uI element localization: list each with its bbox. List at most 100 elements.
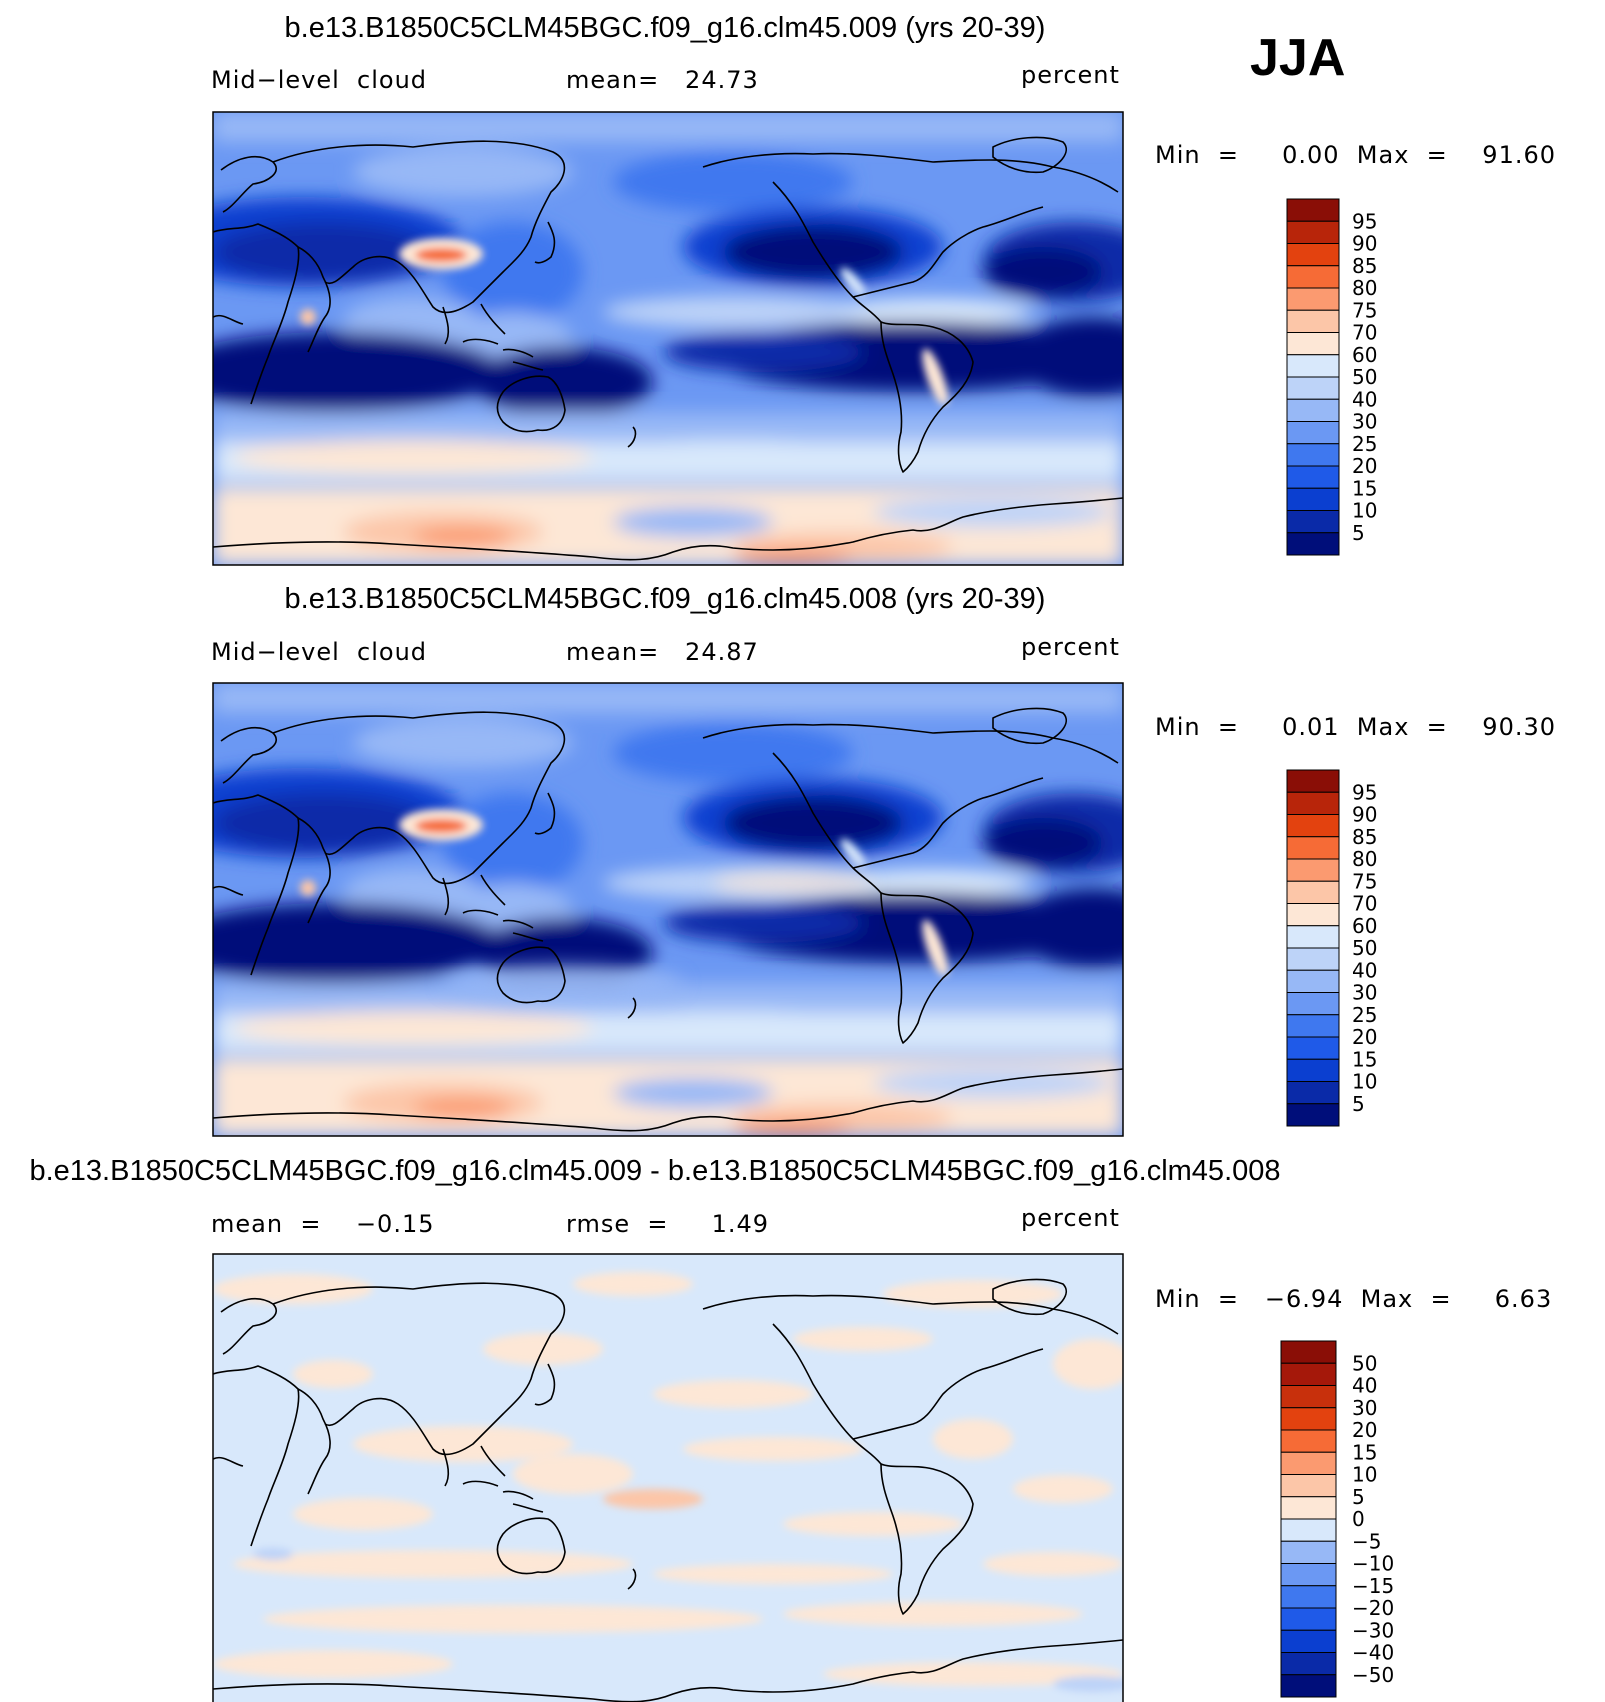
colorbar-3-swatch [1280, 1340, 1337, 1364]
colorbar-3-swatch [1280, 1474, 1337, 1498]
panel-3-minmax: Min = −6.94 Max = 6.63 [1155, 1285, 1553, 1313]
colorbar-1-tick-label: 5 [1352, 521, 1365, 545]
colorbar-1-swatch [1286, 309, 1340, 333]
colorbar-1-swatch [1286, 243, 1340, 267]
colorbar-2-tick-label: 60 [1352, 914, 1377, 938]
colorbar-2-swatch [1286, 836, 1340, 860]
colorbar-3-swatch [1280, 1429, 1337, 1453]
colorbar-3-tick-label: 20 [1352, 1418, 1377, 1442]
colorbar-2-swatch [1286, 992, 1340, 1016]
colorbar-1-tick-label: 50 [1352, 365, 1377, 389]
colorbar-2-swatch [1286, 1036, 1340, 1060]
colorbar-3-tick-label: 40 [1352, 1374, 1377, 1398]
colorbar-2-swatch [1286, 1103, 1340, 1127]
colorbar-2-swatch [1286, 925, 1340, 949]
colorbar-3-swatch [1280, 1674, 1337, 1698]
colorbar-2-swatch [1286, 1081, 1340, 1105]
colorbar-1-swatch [1286, 443, 1340, 467]
panel-2-units-label: percent [1021, 633, 1120, 661]
panel-1-map [212, 111, 1124, 566]
colorbar-2-tick-label: 5 [1352, 1092, 1365, 1116]
panel-1-units-label: percent [1021, 61, 1120, 89]
colorbar-3-swatch [1280, 1518, 1337, 1542]
colorbar-2-tick-label: 90 [1352, 803, 1377, 827]
colorbar-3-swatch [1280, 1407, 1337, 1431]
colorbar-3-tick-label: 15 [1352, 1440, 1377, 1464]
colorbar-1-swatch [1286, 532, 1340, 556]
panel-2-map [212, 682, 1124, 1137]
colorbar-1-tick-label: 95 [1352, 209, 1377, 233]
panel-2-minmax: Min = 0.01 Max = 90.30 [1155, 713, 1556, 741]
panel-3-mean-label: mean = −0.15 [211, 1210, 435, 1238]
panel-3-title: b.e13.B1850C5CLM45BGC.f09_g16.clm45.009 … [29, 1155, 1281, 1187]
colorbar-2-swatch [1286, 969, 1340, 993]
colorbar-3-tick-label: −20 [1352, 1596, 1394, 1620]
colorbar-3-tick-label: 30 [1352, 1396, 1377, 1420]
panel-1-mean-label: mean= 24.73 [566, 66, 759, 94]
colorbar-3-tick-label: −5 [1352, 1529, 1381, 1553]
colorbar-3-tick-label: −15 [1352, 1574, 1394, 1598]
colorbar-2-tick-label: 10 [1352, 1070, 1377, 1094]
panel-3-map [212, 1253, 1124, 1702]
colorbar-1-tick-label: 20 [1352, 454, 1377, 478]
panel-2-mean-label: mean= 24.87 [566, 638, 759, 666]
panel-1-variable-label: Mid−level cloud [211, 66, 428, 94]
colorbar-2-tick-label: 40 [1352, 958, 1377, 982]
colorbar-2-swatch [1286, 1014, 1340, 1038]
colorbar-1-tick-label: 30 [1352, 410, 1377, 434]
colorbar-2-tick-label: 75 [1352, 869, 1377, 893]
colorbar-2-tick-label: 25 [1352, 1003, 1377, 1027]
colorbar-1-swatch [1286, 376, 1340, 400]
colorbar-1-swatch [1286, 198, 1340, 222]
colorbar-1-swatch [1286, 398, 1340, 422]
colorbar-3-swatch [1280, 1540, 1337, 1564]
panel-3-units-label: percent [1021, 1204, 1120, 1232]
colorbar-3-tick-label: 10 [1352, 1463, 1377, 1487]
panel-2-variable-label: Mid−level cloud [211, 638, 428, 666]
panel-3-rmse-label: rmse = 1.49 [566, 1210, 770, 1238]
colorbar-2-swatch [1286, 880, 1340, 904]
colorbar-1-tick-label: 70 [1352, 321, 1377, 345]
colorbar-2-tick-label: 20 [1352, 1025, 1377, 1049]
colorbar-2-tick-label: 85 [1352, 825, 1377, 849]
colorbar-1-swatch [1286, 487, 1340, 511]
colorbar-1-tick-label: 25 [1352, 432, 1377, 456]
colorbar-3-swatch [1280, 1362, 1337, 1386]
colorbar-2-tick-label: 50 [1352, 936, 1377, 960]
colorbar-3-swatch [1280, 1563, 1337, 1587]
colorbar-3-swatch [1280, 1585, 1337, 1609]
colorbar-3-tick-label: 5 [1352, 1485, 1365, 1509]
colorbar-2-tick-label: 70 [1352, 892, 1377, 916]
colorbar-1-swatch [1286, 287, 1340, 311]
colorbar-3-tick-label: −30 [1352, 1618, 1394, 1642]
colorbar-1-swatch [1286, 354, 1340, 378]
colorbar-2-swatch [1286, 903, 1340, 927]
colorbar-1-swatch [1286, 220, 1340, 244]
colorbar-1-tick-label: 40 [1352, 387, 1377, 411]
colorbar-1-swatch [1286, 510, 1340, 534]
colorbar-1-swatch [1286, 465, 1340, 489]
colorbar-1-swatch [1286, 265, 1340, 289]
colorbar-2-swatch [1286, 858, 1340, 882]
colorbar-3-swatch [1280, 1629, 1337, 1653]
colorbar-1-tick-label: 90 [1352, 232, 1377, 256]
colorbar-1-tick-label: 10 [1352, 499, 1377, 523]
colorbar-3-tick-label: 50 [1352, 1351, 1377, 1375]
colorbar-3-swatch [1280, 1652, 1337, 1676]
panel-2-title: b.e13.B1850C5CLM45BGC.f09_g16.clm45.008 … [284, 583, 1046, 615]
colorbar-2-tick-label: 30 [1352, 981, 1377, 1005]
colorbar-3-tick-label: 0 [1352, 1507, 1365, 1531]
season-label: JJA [1250, 29, 1346, 87]
colorbar-3-tick-label: −10 [1352, 1552, 1394, 1576]
colorbar-3-swatch [1280, 1496, 1337, 1520]
colorbar-2-swatch [1286, 769, 1340, 793]
colorbar-1-swatch [1286, 421, 1340, 445]
colorbar-1-swatch [1286, 332, 1340, 356]
colorbar-3-swatch [1280, 1385, 1337, 1409]
colorbar-2-swatch [1286, 791, 1340, 815]
colorbar-1-tick-label: 15 [1352, 476, 1377, 500]
colorbar-2-swatch [1286, 814, 1340, 838]
colorbar-3-swatch [1280, 1451, 1337, 1475]
colorbar-1-tick-label: 80 [1352, 276, 1377, 300]
